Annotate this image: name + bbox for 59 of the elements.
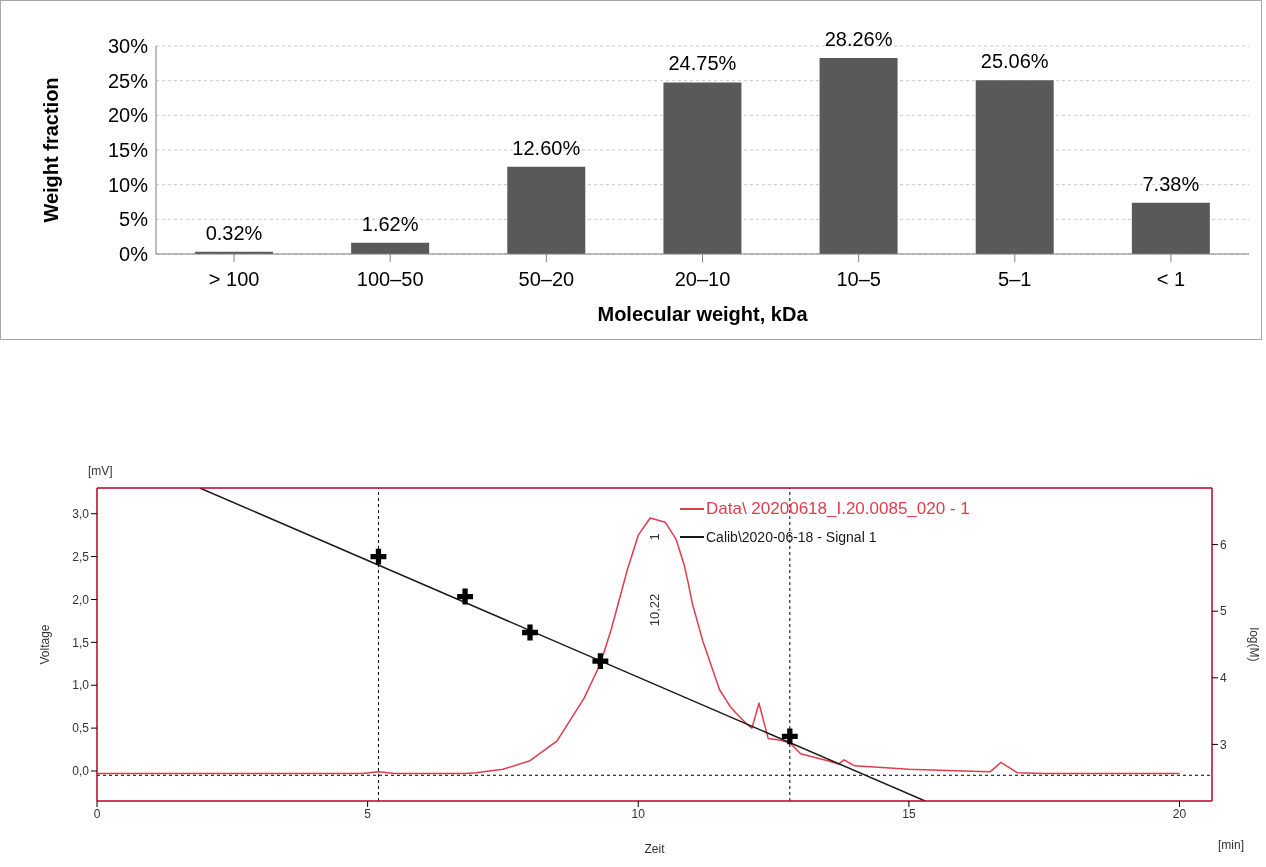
data-label: 7.38% xyxy=(1142,172,1200,195)
x-tick-label: 10 xyxy=(631,806,646,821)
y-tick-label: 5% xyxy=(119,208,149,231)
bar xyxy=(507,166,586,254)
bar xyxy=(819,58,898,254)
legend-label: Calib\2020-06-18 - Signal 1 xyxy=(706,529,877,545)
text: [mV] xyxy=(88,464,113,478)
x-tick-label: > 100 xyxy=(208,268,260,291)
y2-tick-label: 6 xyxy=(1220,537,1227,552)
line-series xyxy=(97,517,1181,775)
data-label: 28.26% xyxy=(824,28,893,51)
data-label: 24.75% xyxy=(668,52,737,75)
y-tick-label: 20% xyxy=(107,104,149,127)
y-axis-title: Weight fraction xyxy=(40,77,63,223)
y-tick-label: 0,0 xyxy=(72,764,90,779)
x-tick-label: 0 xyxy=(93,806,101,821)
y2-tick-label: 4 xyxy=(1220,671,1227,686)
x-tick-label: 5–1 xyxy=(998,268,1032,291)
y-tick-label: 1,0 xyxy=(72,678,90,693)
y-tick-label: 0% xyxy=(119,243,149,266)
point xyxy=(457,588,473,605)
x-tick-label: 10–5 xyxy=(836,268,881,291)
data-label: 25.06% xyxy=(980,50,1049,73)
x-tick-label: 5 xyxy=(364,806,372,821)
annotation: 1 xyxy=(647,533,662,541)
bar xyxy=(663,82,742,254)
x-tick-label: < 1 xyxy=(1156,268,1186,291)
point xyxy=(522,624,538,641)
y2-tick-label: 3 xyxy=(1220,737,1227,752)
x-axis-title: Molecular weight, kDa xyxy=(597,303,809,325)
y-tick-label: 2,0 xyxy=(72,592,90,607)
x-tick-label: 100–50 xyxy=(356,268,424,291)
annotation: 10,22 xyxy=(647,593,662,627)
data-label: 0.32% xyxy=(205,221,263,244)
x-axis-title: Zeit xyxy=(644,842,666,856)
y-tick-label: 3,0 xyxy=(72,506,90,521)
x-tick-label: 15 xyxy=(902,806,916,821)
point xyxy=(370,548,387,565)
data-label: 12.60% xyxy=(512,136,581,159)
y-tick-label: 2,5 xyxy=(72,549,90,564)
x-tick-label: 50–20 xyxy=(518,268,575,291)
y-axis-title: Voltage xyxy=(38,624,53,665)
text: [min] xyxy=(1218,838,1245,852)
bar xyxy=(1131,202,1210,254)
y-tick-label: 25% xyxy=(107,69,149,92)
y2-tick-label: 5 xyxy=(1220,604,1227,619)
point xyxy=(592,653,609,670)
y-tick-label: 0,5 xyxy=(72,721,90,736)
y2-axis-title: log(M) xyxy=(1246,627,1261,662)
point xyxy=(781,728,798,745)
y-tick-label: 30% xyxy=(107,35,149,58)
x-tick-label: 20 xyxy=(1172,806,1187,821)
bar xyxy=(975,80,1054,254)
y-tick-label: 15% xyxy=(107,139,149,162)
x-tick-label: 20–10 xyxy=(674,268,731,291)
legend-label: Data\ 20200618_I.20.0085_020 - 1 xyxy=(706,499,970,519)
data-label: 1.62% xyxy=(361,212,419,235)
y-tick-label: 1,5 xyxy=(72,635,90,650)
y-tick-label: 10% xyxy=(107,173,149,196)
